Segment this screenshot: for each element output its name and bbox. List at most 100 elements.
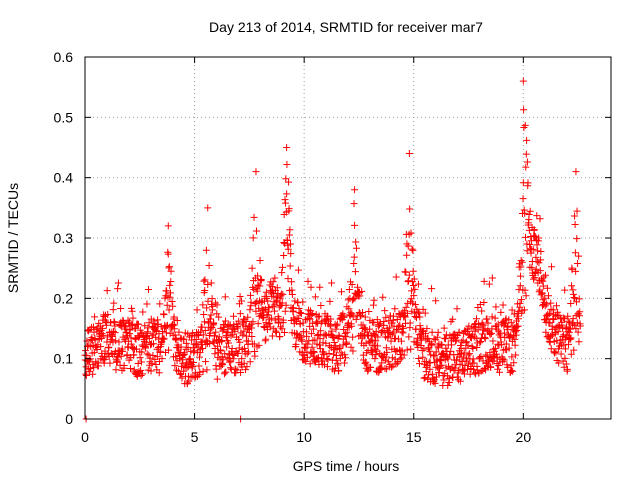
data-point bbox=[380, 318, 388, 326]
data-point bbox=[351, 221, 359, 229]
data-point bbox=[297, 309, 305, 317]
data-point bbox=[444, 355, 452, 363]
data-point bbox=[272, 327, 280, 335]
data-point bbox=[455, 328, 463, 336]
data-point bbox=[569, 290, 577, 298]
data-point bbox=[486, 349, 494, 357]
data-point bbox=[570, 293, 578, 301]
data-point bbox=[497, 308, 505, 316]
data-point bbox=[83, 337, 91, 345]
data-point bbox=[176, 334, 184, 342]
data-point bbox=[283, 160, 291, 168]
data-point bbox=[432, 373, 440, 381]
data-point bbox=[574, 328, 582, 336]
data-point bbox=[520, 106, 528, 114]
data-point bbox=[234, 349, 242, 357]
data-point bbox=[444, 382, 452, 390]
data-point bbox=[201, 326, 209, 334]
data-point bbox=[569, 286, 577, 294]
data-point bbox=[361, 359, 369, 367]
data-point bbox=[378, 359, 386, 367]
data-point bbox=[366, 363, 374, 371]
data-point bbox=[268, 332, 276, 340]
data-point bbox=[380, 328, 388, 336]
data-point bbox=[372, 351, 380, 359]
data-point bbox=[219, 360, 227, 368]
data-point bbox=[539, 282, 547, 290]
data-point bbox=[371, 341, 379, 349]
data-point bbox=[86, 364, 94, 372]
data-point bbox=[398, 347, 406, 355]
data-point bbox=[239, 331, 247, 339]
data-point bbox=[422, 330, 430, 338]
data-point bbox=[244, 337, 252, 345]
data-point bbox=[176, 370, 184, 378]
data-point bbox=[224, 328, 232, 336]
data-point bbox=[570, 346, 578, 354]
data-point bbox=[415, 309, 423, 317]
data-point bbox=[445, 378, 453, 386]
data-point bbox=[499, 301, 507, 309]
data-point bbox=[269, 278, 277, 286]
data-point bbox=[132, 324, 140, 332]
data-point bbox=[149, 340, 157, 348]
data-point bbox=[534, 247, 542, 255]
data-point bbox=[268, 283, 276, 291]
data-point bbox=[93, 346, 101, 354]
data-point bbox=[532, 253, 540, 261]
data-point bbox=[139, 370, 147, 378]
data-point bbox=[406, 205, 414, 213]
data-point bbox=[516, 299, 524, 307]
data-point bbox=[503, 323, 511, 331]
data-point bbox=[212, 328, 220, 336]
data-point bbox=[261, 337, 269, 345]
data-point bbox=[105, 343, 113, 351]
data-point bbox=[252, 168, 260, 176]
data-point bbox=[236, 338, 244, 346]
data-point bbox=[314, 354, 322, 362]
data-point bbox=[309, 309, 317, 317]
data-point bbox=[362, 339, 370, 347]
data-point bbox=[272, 328, 280, 336]
data-point bbox=[167, 267, 175, 275]
data-point bbox=[202, 246, 210, 254]
data-point bbox=[245, 328, 253, 336]
axis-ticks: 0 0.1 0.2 0.3 0.4 0.5 0.6 0 5 10 15 20 bbox=[54, 49, 611, 445]
data-point bbox=[350, 253, 358, 261]
data-point bbox=[517, 272, 525, 280]
data-point bbox=[247, 298, 255, 306]
data-point bbox=[282, 301, 290, 309]
data-point bbox=[204, 204, 212, 212]
data-point bbox=[476, 339, 484, 347]
data-point bbox=[332, 351, 340, 359]
data-point bbox=[288, 286, 296, 294]
data-point bbox=[576, 322, 584, 330]
data-point bbox=[573, 235, 581, 243]
data-point bbox=[569, 315, 577, 323]
data-point bbox=[100, 313, 108, 321]
data-point bbox=[564, 312, 572, 320]
data-point bbox=[408, 287, 416, 295]
data-point bbox=[273, 298, 281, 306]
data-point bbox=[340, 312, 348, 320]
data-point bbox=[178, 374, 186, 382]
data-point bbox=[397, 337, 405, 345]
data-point bbox=[251, 352, 259, 360]
data-point bbox=[429, 352, 437, 360]
data-point bbox=[238, 355, 246, 363]
data-point bbox=[480, 299, 488, 307]
data-point bbox=[522, 233, 530, 241]
data-point bbox=[139, 308, 147, 316]
data-point bbox=[472, 315, 480, 323]
data-point bbox=[177, 343, 185, 351]
data-point bbox=[342, 354, 350, 362]
data-point bbox=[155, 369, 163, 377]
data-point bbox=[226, 364, 234, 372]
data-point bbox=[293, 314, 301, 322]
data-point bbox=[145, 285, 153, 293]
data-point bbox=[382, 344, 390, 352]
data-point bbox=[163, 287, 171, 295]
data-point bbox=[557, 350, 565, 358]
data-point bbox=[306, 360, 314, 368]
